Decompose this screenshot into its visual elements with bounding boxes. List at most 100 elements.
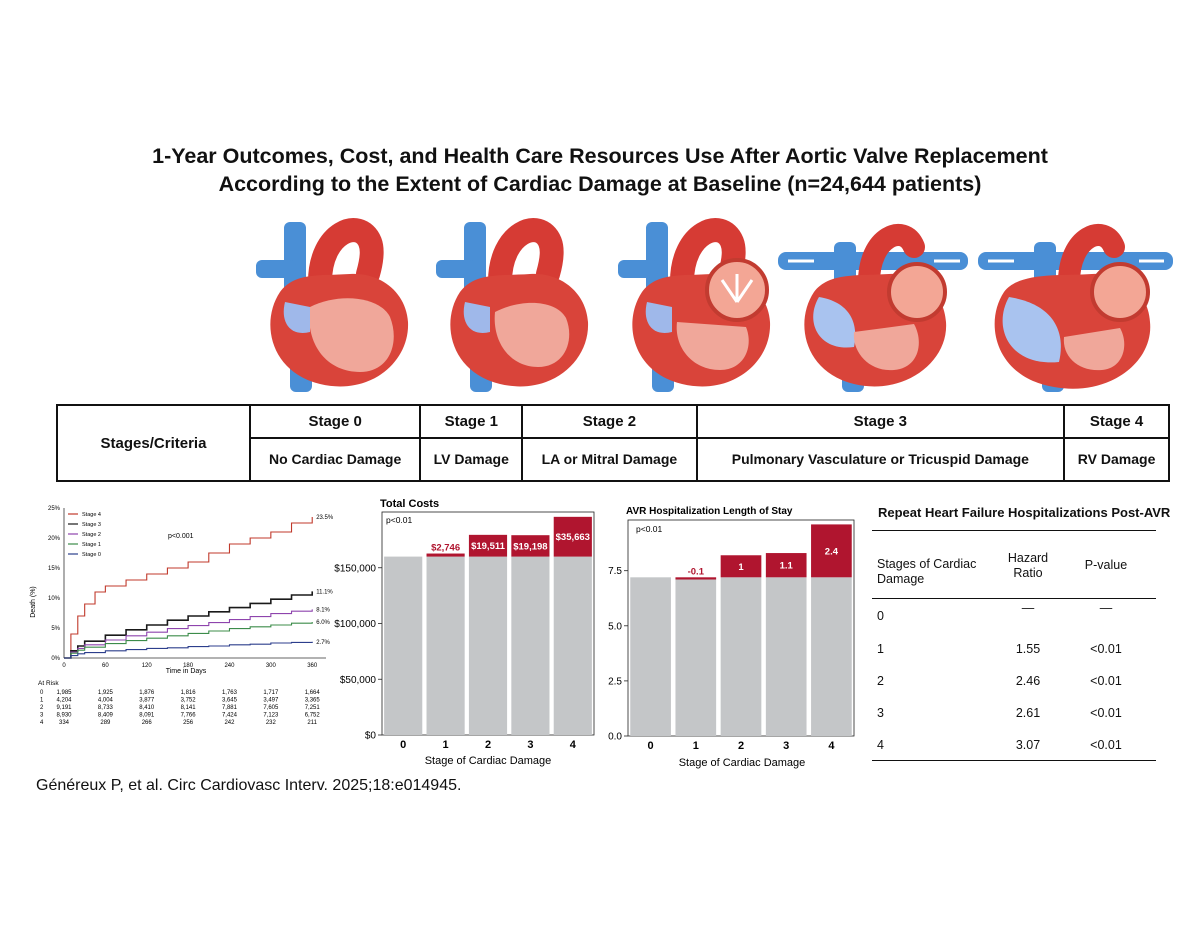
at-risk-value: 289 [100,720,111,726]
at-risk-value: 3,877 [139,698,155,704]
stage-1-cell: Stage 1 [419,404,524,439]
hf-row-pvalue: <0.01 [1090,674,1122,688]
km-end-label: 8.1% [316,607,330,613]
at-risk-value: 7,424 [222,713,238,719]
at-risk-value: 3,497 [263,698,279,704]
hf-row-hazard-ratio: 2.46 [1015,674,1041,688]
cost-pvalue: p<0.01 [386,515,413,525]
hf-row-stage: 1 [877,642,884,656]
km-end-label: 23.5% [316,515,334,521]
km-end-label: 2.7% [316,640,330,646]
los-bar-base [765,577,807,736]
km-x-axis-label: Time in Days [166,668,207,675]
los-bar-extra [675,577,717,580]
at-risk-value: 1,816 [181,690,197,696]
at-risk-value: 3,645 [222,698,238,704]
los-x-tick-label: 1 [693,740,699,752]
stage-2-cell: Stage 2 [521,404,698,439]
at-risk-value: 9,191 [56,705,72,711]
cost-bar-extra [468,534,508,557]
los-x-axis-label: Stage of Cardiac Damage [679,757,806,769]
at-risk-value: 7,251 [305,705,321,711]
cost-data-label: $19,198 [513,541,547,552]
stage-4-criteria: RV Damage [1063,437,1170,482]
km-x-tick-label: 60 [102,663,109,669]
km-legend-label: Stage 3 [82,522,101,528]
km-x-tick-label: 240 [224,663,235,669]
los-x-tick-label: 3 [783,740,789,752]
stage-0-criteria: No Cardiac Damage [248,437,422,482]
los-bar-base [630,577,671,736]
km-y-tick-label: 25% [48,506,61,512]
cost-bar-base [426,556,465,735]
km-y-tick-label: 10% [48,596,61,602]
at-risk-value: 8,141 [181,705,197,711]
km-series-line-stage-3 [64,591,314,659]
hf-table-bottom-rule [872,760,1156,761]
at-risk-value: 4,204 [56,698,72,704]
cost-bar-base [511,556,550,735]
km-y-tick-label: 15% [48,566,61,572]
length-of-stay-bar-chart: AVR Hospitalization Length of Stay p<0.0… [608,506,855,769]
at-risk-value: 1,664 [305,690,321,696]
at-risk-value: 256 [183,720,194,726]
mortality-kaplan-meier-chart: 0%5%10%15%20%25%0 60 120 180 240 300 36023.5%S… [30,506,334,726]
at-risk-stage: 2 [40,705,44,711]
hf-row-stage: 4 [877,738,884,752]
at-risk-value: 7,605 [263,705,279,711]
at-risk-value: 8,409 [98,713,114,719]
at-risk-value: 4,004 [98,698,114,704]
stage-4-cell: Stage 4 [1063,404,1170,439]
hf-table-title: Repeat Heart Failure Hospitalizations Po… [878,505,1171,520]
at-risk-value: 8,733 [98,705,114,711]
los-pvalue: p<0.01 [636,524,663,534]
hf-table-top-rule [872,530,1156,531]
at-risk-title: At Risk [38,680,59,687]
los-data-label: 1 [738,562,744,573]
at-risk-stage: 0 [40,690,44,696]
heart-stage-2-illustration [618,218,771,392]
heart-stage-0-illustration [256,218,409,392]
at-risk-stage: 1 [40,698,44,704]
at-risk-value: 6,752 [305,713,321,719]
citation: Généreux P, et al. Circ Cardiovasc Inter… [36,777,462,794]
at-risk-value: 232 [266,720,277,726]
km-x-tick-label: 0 [62,663,66,669]
los-x-tick-label: 0 [648,740,654,752]
cost-data-label: $19,511 [471,541,506,552]
stage-3-criteria: Pulmonary Vasculature or Tricuspid Damag… [695,437,1066,482]
at-risk-value: 1,925 [98,690,114,696]
hf-col-stage-header: Stages of Cardiac Damage [877,557,977,586]
at-risk-value: 8,091 [139,713,155,719]
stages-criteria-table: Stages/Criteria Stage 0 Stage 1 Stage 2 … [56,404,1170,482]
heart-stage-3-illustration [778,224,968,392]
cost-bar-extra [511,535,550,557]
stage-1-criteria: LV Damage [419,437,524,482]
stage-0-cell: Stage 0 [248,404,422,439]
los-x-tick-label: 4 [828,740,835,752]
km-y-tick-label: 5% [51,626,60,632]
at-risk-value: 7,881 [222,705,238,711]
los-bar-base [811,577,852,736]
at-risk-value: 242 [224,720,235,726]
los-bar-base [675,579,717,736]
km-end-label: 6.0% [316,620,330,626]
cost-x-axis-label: Stage of Cardiac Damage [425,755,552,767]
hf-row-stage: 2 [877,674,884,688]
at-risk-value: 1,717 [263,690,279,696]
heart-stage-4-illustration [978,224,1173,392]
title-line-2: According to the Extent of Cardiac Damag… [218,172,982,196]
cost-bar-base [553,556,592,735]
hf-row-pvalue: <0.01 [1090,738,1122,752]
at-risk-value: 1,763 [222,690,238,696]
stage-2-criteria: LA or Mitral Damage [521,437,698,482]
cost-chart-title: Total Costs [380,498,439,510]
hf-row-hazard-ratio: 3.07 [1015,738,1041,752]
cost-bar-extra [553,516,592,557]
hf-row-stage: 0 [877,609,884,623]
at-risk-stage: 3 [40,713,44,719]
los-bar-extra [765,553,807,578]
los-data-label: -0.1 [688,566,705,577]
los-y-tick-label: 7.5 [608,566,622,577]
cost-y-tick-label: $0 [365,731,377,742]
